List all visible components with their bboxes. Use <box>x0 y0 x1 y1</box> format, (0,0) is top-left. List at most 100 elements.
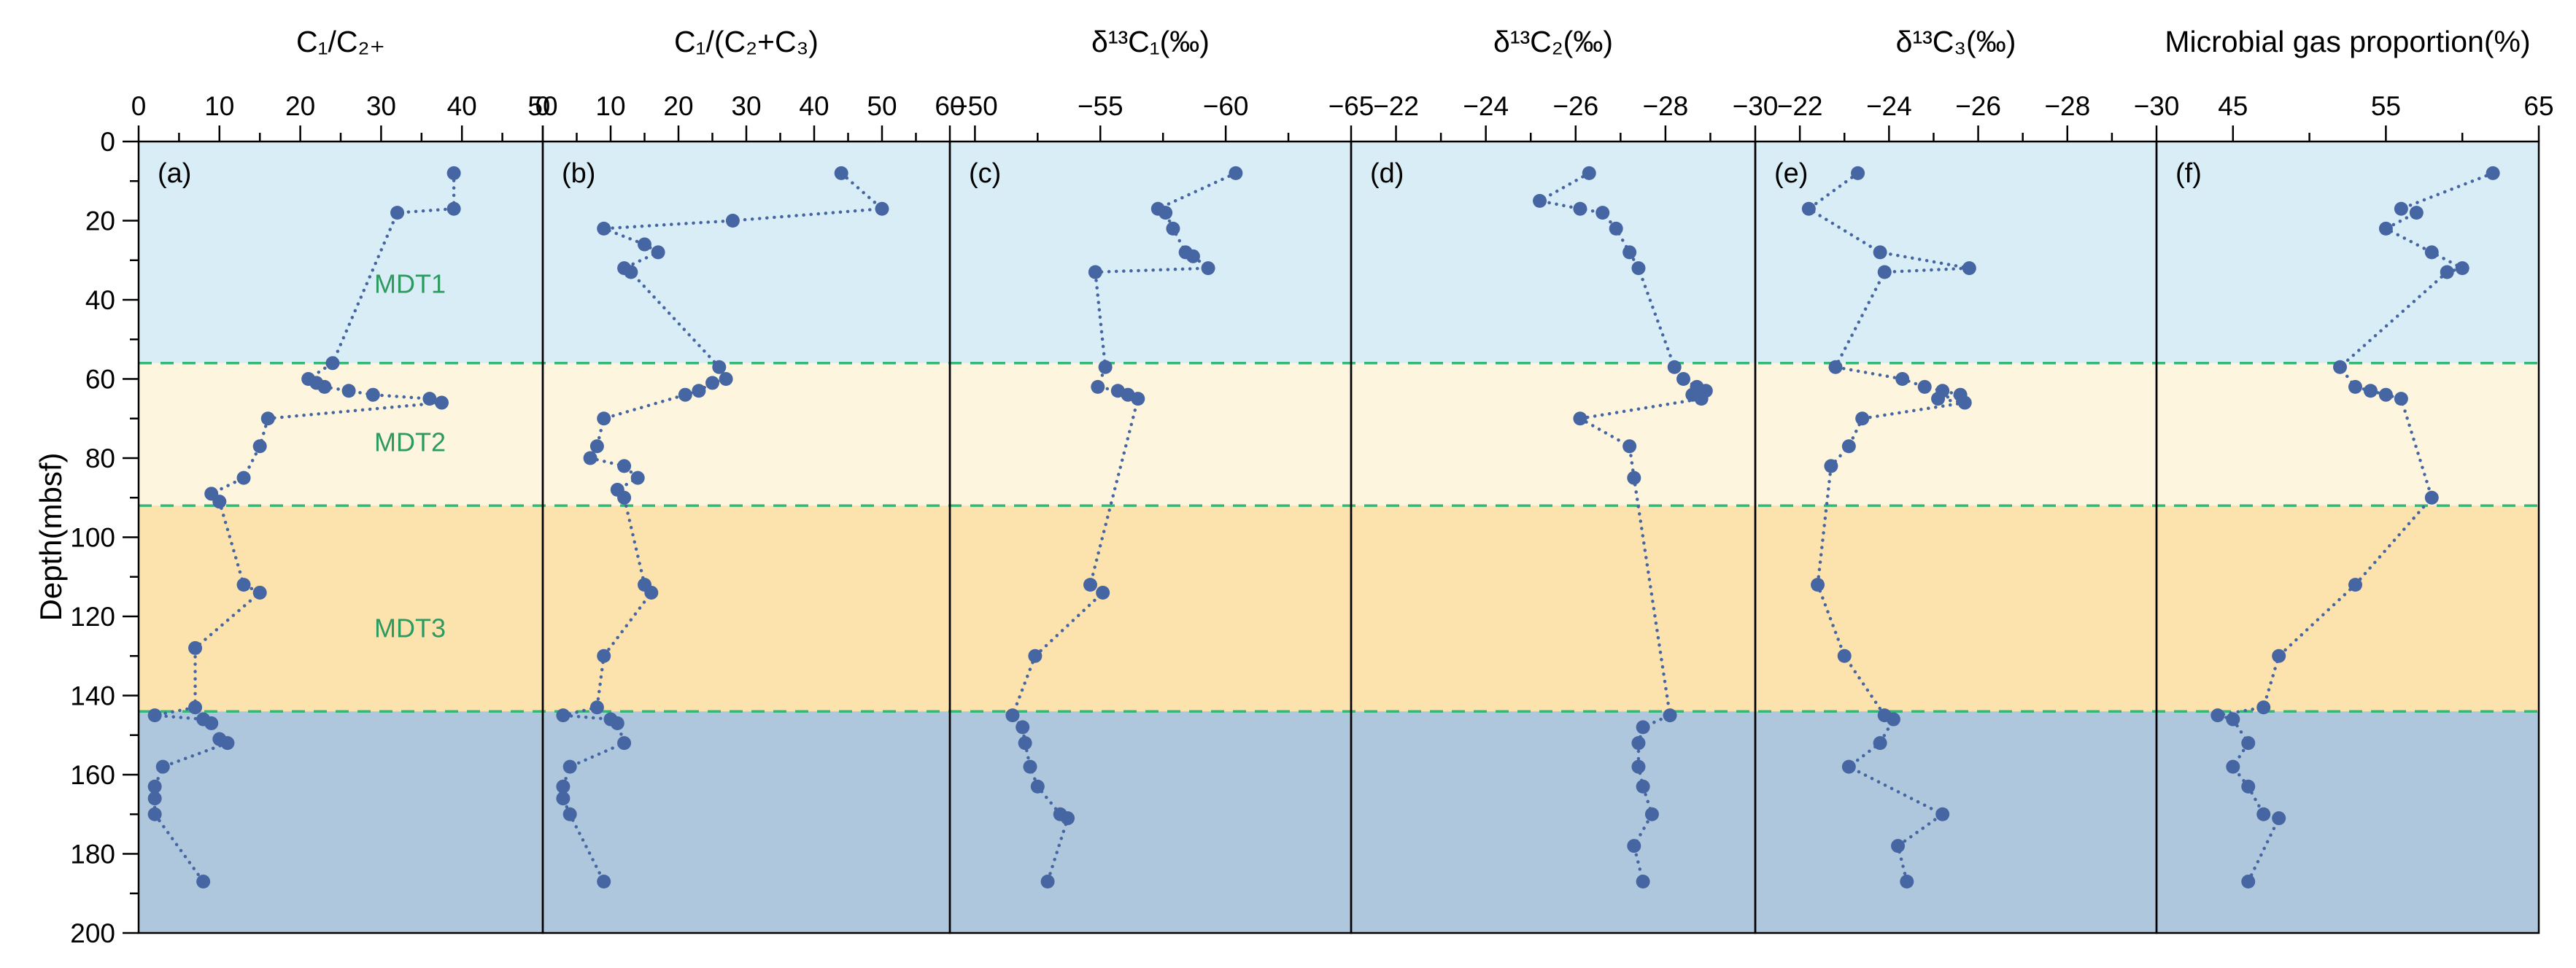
data-point <box>1811 578 1825 592</box>
data-point <box>1030 779 1045 794</box>
data-point <box>1631 736 1646 751</box>
data-point <box>1891 839 1906 853</box>
x-tick-label: −24 <box>1463 91 1509 121</box>
data-point <box>725 214 740 228</box>
data-point <box>1016 720 1030 735</box>
data-point <box>2348 379 2362 394</box>
data-point <box>1694 392 1709 406</box>
x-tick-label: 50 <box>527 91 557 121</box>
data-point <box>1088 265 1102 279</box>
data-point <box>1631 261 1646 276</box>
data-point <box>610 716 624 730</box>
data-point <box>1091 379 1105 394</box>
data-point <box>220 736 235 751</box>
data-point <box>1131 392 1145 406</box>
y-tick-label: 60 <box>85 365 115 395</box>
x-tick-label: 20 <box>285 91 315 121</box>
data-point <box>2363 384 2378 398</box>
panel-title-a: C₁/C₂₊ <box>296 25 385 58</box>
data-point <box>446 166 461 180</box>
panel-border-f <box>2155 140 2540 934</box>
data-point <box>1851 166 1865 180</box>
data-point <box>155 759 170 774</box>
panel-letter: (d) <box>1370 158 1404 189</box>
data-point <box>2241 736 2256 751</box>
data-point <box>260 411 275 426</box>
x-tick-label: 30 <box>731 91 761 121</box>
data-point <box>1801 201 1816 216</box>
data-point <box>1873 245 1887 260</box>
data-point <box>1083 578 1097 592</box>
x-tick-label: 0 <box>131 91 147 121</box>
data-point <box>617 490 632 505</box>
data-point <box>252 439 267 454</box>
data-point <box>212 495 227 509</box>
zone-label: MDT3 <box>374 613 446 643</box>
data-point <box>1096 585 1110 600</box>
panel-title-b: C₁/(C₂+C₃) <box>674 24 819 58</box>
data-point <box>597 648 611 663</box>
data-point <box>617 736 632 751</box>
x-tick-label: −65 <box>1328 91 1374 121</box>
data-point <box>1609 221 1623 236</box>
data-point <box>562 807 577 821</box>
x-tick-label: −30 <box>2134 91 2180 121</box>
data-point <box>1828 360 1843 374</box>
data-point <box>1636 779 1650 794</box>
data-point <box>597 221 611 236</box>
data-point <box>2211 708 2225 723</box>
data-point <box>2333 360 2348 374</box>
data-point <box>1841 759 1856 774</box>
data-point <box>2409 206 2424 220</box>
data-point <box>1573 201 1587 216</box>
data-point <box>1957 395 1972 410</box>
data-point <box>875 201 889 216</box>
data-point <box>325 356 340 371</box>
x-tick-label: −22 <box>1777 91 1823 121</box>
data-point <box>597 411 611 426</box>
panel-letter: (f) <box>2175 158 2202 189</box>
data-point <box>678 387 692 402</box>
data-point <box>1159 206 1173 220</box>
data-point <box>390 206 405 220</box>
data-point <box>712 360 727 374</box>
y-tick-label: 0 <box>100 127 115 157</box>
data-point <box>147 779 162 794</box>
data-point <box>317 379 332 394</box>
data-point <box>1533 193 1547 208</box>
data-point <box>252 585 267 600</box>
data-point <box>1005 708 1020 723</box>
x-tick-label: −24 <box>1866 91 1912 121</box>
data-point <box>1627 839 1641 853</box>
panel-title-c: δ¹³C₁(‰) <box>1091 24 1210 58</box>
data-point <box>1023 759 1037 774</box>
data-point <box>1636 720 1650 735</box>
data-point <box>1824 459 1838 473</box>
zone-label: MDT1 <box>374 268 446 298</box>
data-point <box>2455 261 2469 276</box>
data-point <box>365 387 380 402</box>
x-tick-label: 50 <box>867 91 897 121</box>
data-point <box>204 716 219 730</box>
data-point <box>1636 874 1650 888</box>
data-point <box>1582 166 1596 180</box>
data-point <box>624 265 638 279</box>
data-point <box>1573 411 1587 426</box>
data-point <box>1644 807 1659 821</box>
x-tick-label: −55 <box>1078 91 1123 121</box>
zone-mdt1 <box>139 142 2539 363</box>
zone-mdt3 <box>139 506 2539 712</box>
data-point <box>188 640 203 655</box>
data-point <box>1627 471 1641 485</box>
data-point <box>2226 759 2240 774</box>
data-point <box>2486 166 2500 180</box>
data-point <box>1596 206 1610 220</box>
panel-letter: (b) <box>562 158 595 189</box>
data-point <box>2424 490 2439 505</box>
data-point <box>1837 648 1852 663</box>
data-point <box>2272 811 2286 826</box>
data-point <box>1631 759 1646 774</box>
data-point <box>1855 411 1870 426</box>
data-point <box>2256 700 2271 715</box>
data-point <box>1877 265 1892 279</box>
